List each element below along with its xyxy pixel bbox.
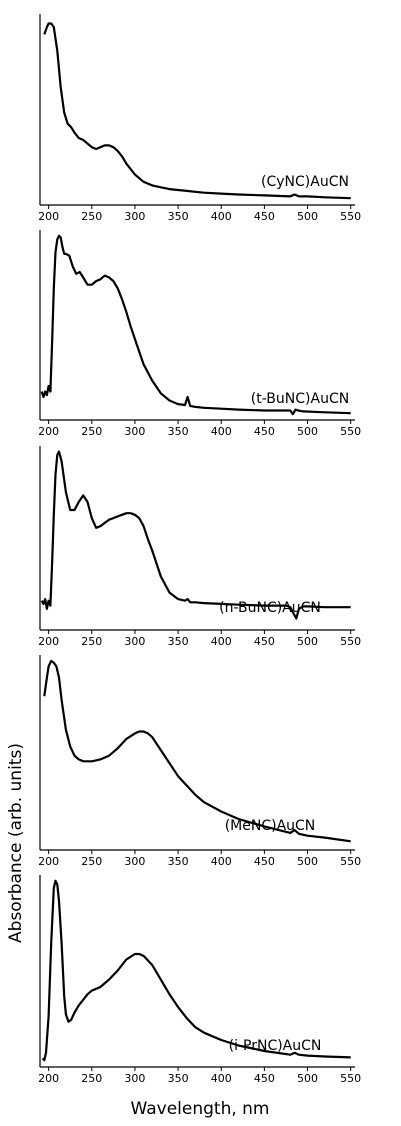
x-tick-label: 200: [38, 1072, 59, 1085]
x-tick-label: 200: [38, 210, 59, 223]
x-tick-label: 550: [340, 1072, 361, 1085]
x-tick-label: 350: [168, 855, 189, 868]
spectrum-panel: 200 250 300 350 400 450 500 550 (t-BuNC)AuCN: [38, 230, 361, 438]
x-tick-label: 200: [38, 855, 59, 868]
x-tick-label: 300: [124, 855, 145, 868]
x-tick-label: 500: [297, 425, 318, 438]
x-tick-label: 300: [124, 210, 145, 223]
x-tick-label: 350: [168, 425, 189, 438]
x-tick-label: 250: [81, 1072, 102, 1085]
spectrum-line: [43, 22, 351, 200]
compound-label: (n-BuNC)AuCN: [219, 600, 321, 616]
x-tick-label: 500: [297, 210, 318, 223]
x-tick-label: 350: [168, 210, 189, 223]
spectrum-line: [40, 450, 351, 620]
x-tick-label: 550: [340, 855, 361, 868]
spectrum-panel: 200 250 300 350 400 450 500 550 (i-PrNC)AuCN: [38, 875, 361, 1085]
x-tick-label: 550: [340, 210, 361, 223]
x-tick-label: 550: [340, 635, 361, 648]
x-tick-label: 400: [211, 635, 232, 648]
x-tick-label: 250: [81, 635, 102, 648]
x-tick-label: 400: [211, 210, 232, 223]
spectrum-line: [41, 879, 351, 1062]
spectrum-panel: 200 250 300 350 400 450 500 550 (CyNC)AuCN: [38, 14, 361, 223]
x-tick-label: 300: [124, 635, 145, 648]
x-tick-label: 450: [254, 855, 275, 868]
x-tick-label: 300: [124, 1072, 145, 1085]
x-tick-label: 200: [38, 635, 59, 648]
x-tick-label: 300: [124, 425, 145, 438]
x-tick-label: 450: [254, 210, 275, 223]
spectrum-panel: 200 250 300 350 400 450 500 550 (MeNC)AuCN: [38, 655, 361, 868]
x-tick-label: 400: [211, 425, 232, 438]
x-tick-label: 500: [297, 1072, 318, 1085]
x-tick-label: 500: [297, 635, 318, 648]
x-tick-label: 200: [38, 425, 59, 438]
x-tick-label: 550: [340, 425, 361, 438]
x-tick-label: 450: [254, 425, 275, 438]
x-axis-label: Wavelength, nm: [131, 1099, 270, 1119]
panels-group: 200 250 300 350 400 450 500 550 (CyNC)AuCN 200 250…: [38, 14, 361, 1085]
spectrum-panel: 200 250 300 350 400 450 500 550 (n-BuNC)AuCN: [38, 446, 361, 648]
x-tick-label: 250: [81, 425, 102, 438]
compound-label: (CyNC)AuCN: [261, 174, 349, 190]
x-tick-label: 350: [168, 1072, 189, 1085]
x-tick-label: 250: [81, 210, 102, 223]
x-tick-label: 500: [297, 855, 318, 868]
x-tick-label: 450: [254, 635, 275, 648]
spectrum-line: [40, 234, 351, 416]
x-tick-label: 350: [168, 635, 189, 648]
x-tick-label: 400: [211, 1072, 232, 1085]
compound-label: (i-PrNC)AuCN: [229, 1038, 322, 1054]
compound-label: (MeNC)AuCN: [225, 818, 316, 834]
compound-label: (t-BuNC)AuCN: [251, 391, 349, 407]
x-tick-label: 450: [254, 1072, 275, 1085]
spectrum-line: [43, 659, 351, 843]
x-tick-label: 400: [211, 855, 232, 868]
x-tick-label: 250: [81, 855, 102, 868]
y-axis-label: Absorbance (arb. units): [6, 743, 26, 943]
